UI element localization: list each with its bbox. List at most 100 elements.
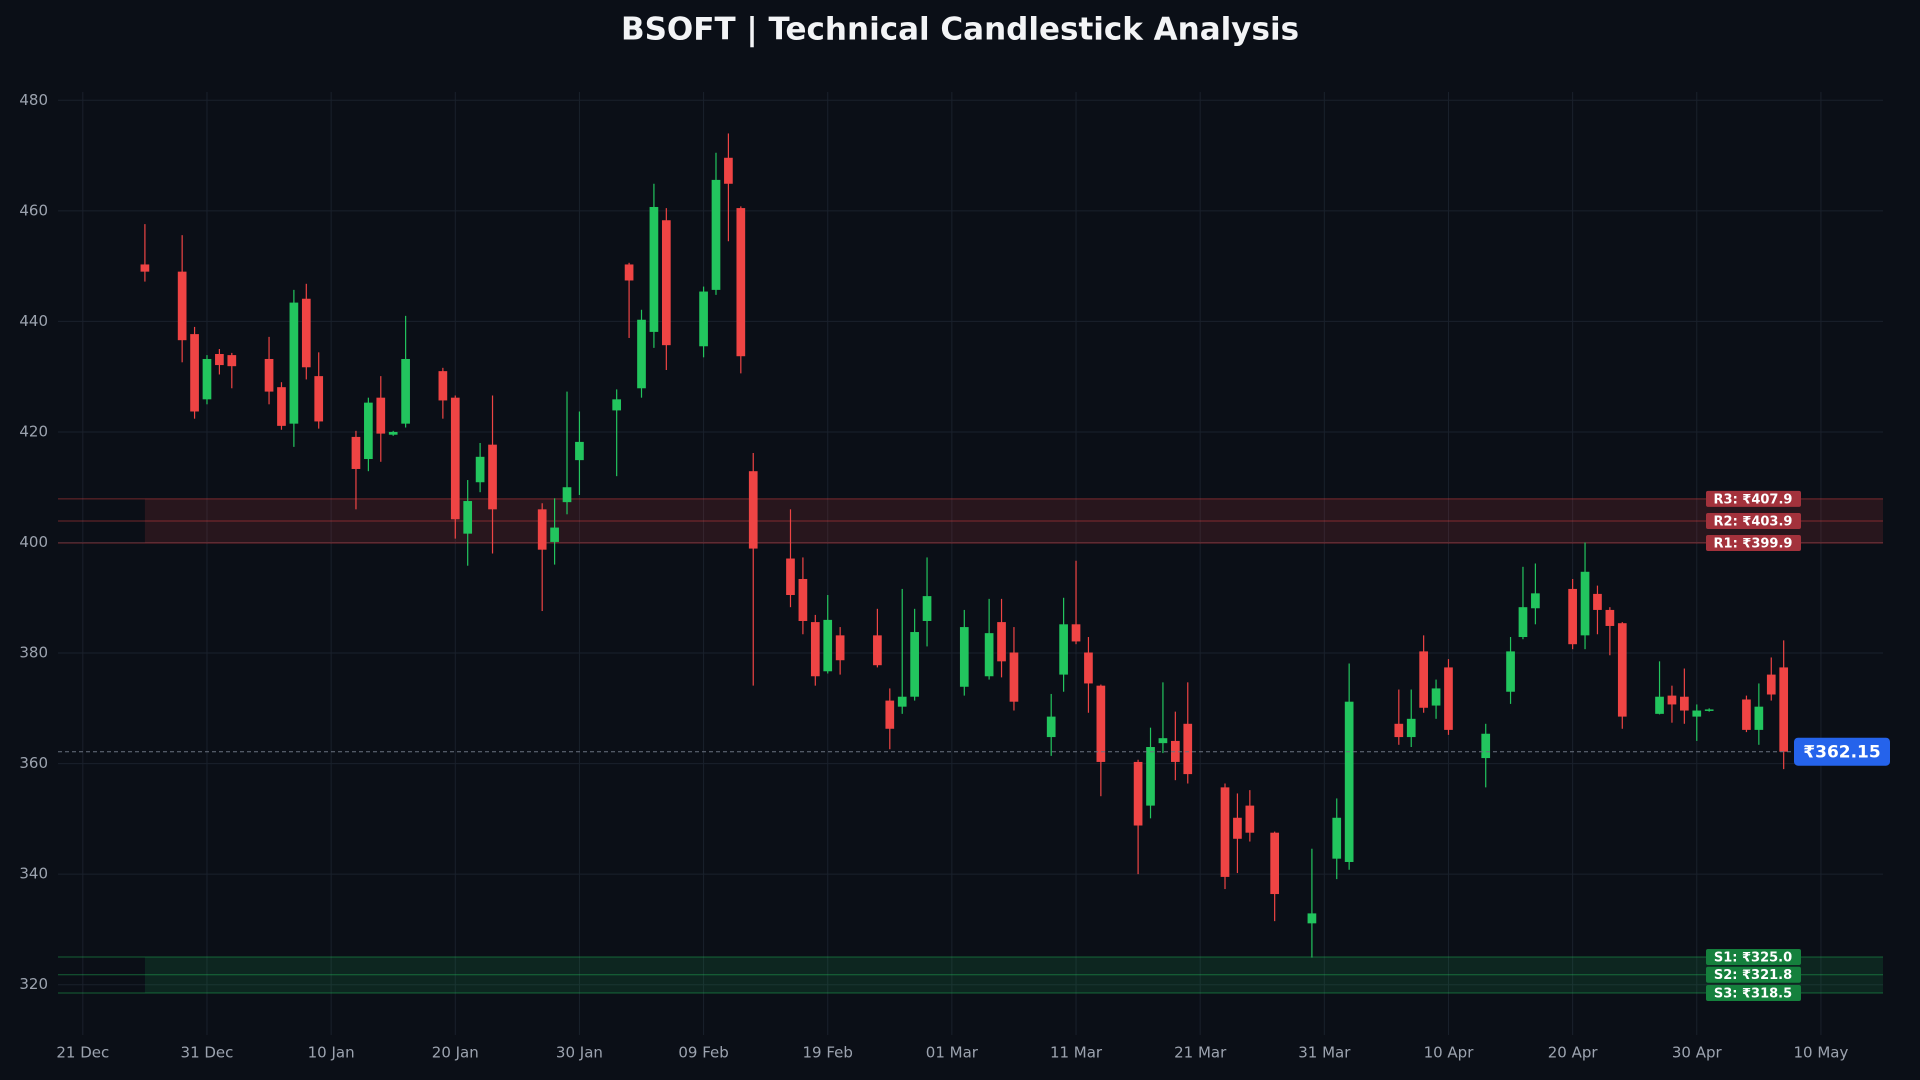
- candle-body: [959, 627, 969, 687]
- candle-body: [227, 355, 237, 367]
- x-tick-label: 21 Dec: [56, 1044, 109, 1062]
- candle-body: [550, 527, 559, 542]
- candle-body: [1593, 593, 1602, 610]
- candle-body: [1332, 817, 1342, 859]
- candle-body: [1531, 593, 1540, 609]
- x-tick-label: 31 Mar: [1298, 1044, 1351, 1062]
- candle-body: [376, 397, 386, 434]
- y-tick-label: 380: [19, 644, 48, 662]
- candle-body: [1183, 723, 1193, 775]
- resistance-label: R3: ₹407.9: [1714, 492, 1793, 507]
- x-tick-label: 19 Feb: [803, 1044, 853, 1062]
- candle-body: [388, 431, 398, 435]
- candle-body: [314, 376, 324, 422]
- candle-body: [1071, 624, 1081, 642]
- candle-body: [984, 633, 994, 677]
- candle-body: [1009, 652, 1019, 702]
- candle-body: [1158, 738, 1168, 744]
- candle-body: [1220, 787, 1230, 877]
- candle-body: [1059, 624, 1068, 675]
- chart-title: BSOFT | Technical Candlestick Analysis: [621, 12, 1299, 48]
- candle-body: [264, 358, 274, 392]
- candle-body: [997, 622, 1006, 662]
- candle-body: [711, 179, 721, 290]
- x-tick-label: 31 Dec: [181, 1044, 234, 1062]
- candle-body: [624, 264, 634, 281]
- x-tick-label: 11 Mar: [1050, 1044, 1103, 1062]
- candle-body: [1133, 761, 1143, 826]
- candle-body: [1344, 701, 1354, 862]
- y-tick-label: 440: [19, 312, 48, 330]
- candle-body: [823, 619, 833, 672]
- y-tick-label: 400: [19, 533, 48, 551]
- candle-body: [835, 635, 845, 661]
- support-label: S2: ₹321.8: [1714, 968, 1792, 983]
- candle-body: [1680, 696, 1689, 711]
- last-price-label: ₹362.15: [1803, 743, 1880, 763]
- candle-body: [1742, 699, 1751, 730]
- candle-body: [1779, 667, 1789, 752]
- last-price-badge: [1794, 737, 1890, 766]
- resistance-label: R1: ₹399.9: [1714, 537, 1793, 552]
- candle-body: [289, 302, 299, 424]
- y-tick-label: 420: [19, 422, 48, 440]
- y-tick-label: 360: [19, 754, 48, 772]
- candle-body: [1692, 710, 1702, 717]
- candle-body: [575, 441, 584, 461]
- x-tick-label: 20 Jan: [432, 1044, 479, 1062]
- x-tick-label: 01 Mar: [926, 1044, 979, 1062]
- support-label-box: [1706, 949, 1801, 966]
- candle-body: [897, 696, 907, 707]
- candle-body: [1506, 651, 1515, 692]
- candle-body: [748, 471, 758, 549]
- x-tick-label: 10 May: [1793, 1044, 1848, 1062]
- candle-body: [798, 578, 808, 621]
- x-tick-label: 09 Feb: [678, 1044, 728, 1062]
- candle-body: [786, 558, 795, 596]
- candle-body: [1605, 609, 1615, 626]
- resistance-label-box: [1706, 490, 1801, 507]
- candle-body: [1084, 652, 1093, 684]
- candle-body: [1270, 832, 1280, 895]
- candle-body: [724, 157, 733, 184]
- candle-body: [463, 501, 473, 534]
- candle-body: [1655, 696, 1664, 714]
- support-zone: [144, 957, 1883, 993]
- candle-body: [637, 319, 646, 389]
- candle-body: [649, 206, 659, 332]
- candle-body: [1096, 685, 1106, 762]
- x-tick-label: 10 Apr: [1424, 1044, 1475, 1062]
- candle-body: [215, 354, 224, 366]
- candle-body: [488, 444, 497, 510]
- candle-body: [475, 456, 485, 483]
- y-tick-label: 480: [19, 91, 48, 109]
- candle-body: [1667, 695, 1677, 705]
- candle-body: [177, 271, 187, 341]
- candle-body: [351, 436, 361, 469]
- candle-body: [140, 264, 150, 272]
- candle-body: [190, 334, 199, 412]
- support-label: S3: ₹318.5: [1714, 986, 1792, 1001]
- resistance-label-box: [1706, 512, 1801, 529]
- candle-body: [1568, 588, 1577, 645]
- candle-body: [1704, 709, 1714, 711]
- candle-body: [1617, 623, 1627, 717]
- support-label: S1: ₹325.0: [1714, 951, 1792, 966]
- candle-body: [301, 298, 311, 368]
- candle-body: [885, 700, 895, 729]
- candle-body: [699, 291, 708, 347]
- resistance-label: R2: ₹403.9: [1714, 514, 1793, 529]
- candle-body: [1444, 667, 1453, 730]
- x-tick-label: 30 Apr: [1672, 1044, 1723, 1062]
- candle-body: [450, 397, 460, 520]
- candle-body: [873, 635, 882, 666]
- support-label-box: [1706, 966, 1801, 983]
- candle-body: [1307, 913, 1317, 924]
- candle-body: [401, 358, 410, 424]
- candle-body: [910, 632, 919, 697]
- candle-body: [562, 487, 572, 503]
- resistance-zone: [144, 498, 1883, 544]
- candle-body: [661, 220, 671, 346]
- y-tick-label: 320: [19, 975, 48, 993]
